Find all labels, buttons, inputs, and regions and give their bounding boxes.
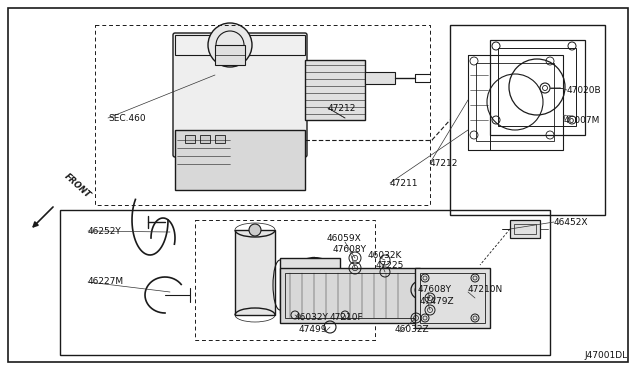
Text: 47608Y: 47608Y [418, 285, 452, 295]
FancyBboxPatch shape [173, 33, 307, 157]
Text: 46227M: 46227M [88, 278, 124, 286]
Bar [468, 55, 563, 150]
Bar [280, 268, 420, 323]
Text: 47212: 47212 [430, 158, 458, 167]
Text: 47499: 47499 [299, 326, 327, 334]
Circle shape [208, 23, 252, 67]
Bar [185, 135, 195, 143]
Text: 47211: 47211 [390, 179, 419, 187]
Bar [468, 55, 490, 150]
Bar [514, 224, 536, 234]
Bar [215, 45, 245, 65]
Bar [200, 135, 210, 143]
Text: J47001DL: J47001DL [585, 351, 628, 360]
Text: 47210N: 47210N [468, 285, 503, 295]
Bar [280, 258, 340, 313]
Text: 47479Z: 47479Z [420, 296, 454, 305]
Bar [195, 220, 375, 340]
Text: 47020B: 47020B [567, 86, 602, 94]
Text: 47212: 47212 [328, 103, 356, 112]
Text: 46007M: 46007M [564, 115, 600, 125]
Bar [60, 210, 550, 355]
Bar [285, 273, 415, 318]
Text: 46059X: 46059X [327, 234, 362, 243]
Text: SEC.460: SEC.460 [108, 113, 146, 122]
Bar [420, 273, 485, 323]
Bar [490, 40, 585, 135]
Text: 46252Y: 46252Y [88, 227, 122, 235]
Bar [510, 220, 540, 238]
Bar [476, 63, 554, 141]
Bar [365, 72, 395, 84]
Bar [450, 25, 605, 215]
Bar [235, 230, 275, 315]
Circle shape [249, 224, 261, 236]
Text: 46032K: 46032K [368, 250, 403, 260]
Text: 46452X: 46452X [554, 218, 589, 227]
Text: 47225: 47225 [376, 260, 404, 269]
Bar [415, 268, 490, 328]
Text: 46032Z: 46032Z [395, 326, 429, 334]
Bar [175, 130, 305, 190]
Bar [498, 48, 576, 126]
Bar [305, 60, 365, 120]
Polygon shape [175, 35, 305, 55]
Text: 47210F: 47210F [330, 312, 364, 321]
Text: 47608Y: 47608Y [333, 244, 367, 253]
Bar [215, 135, 225, 143]
Text: FRONT: FRONT [62, 172, 92, 200]
Text: 46032Y: 46032Y [295, 312, 329, 321]
